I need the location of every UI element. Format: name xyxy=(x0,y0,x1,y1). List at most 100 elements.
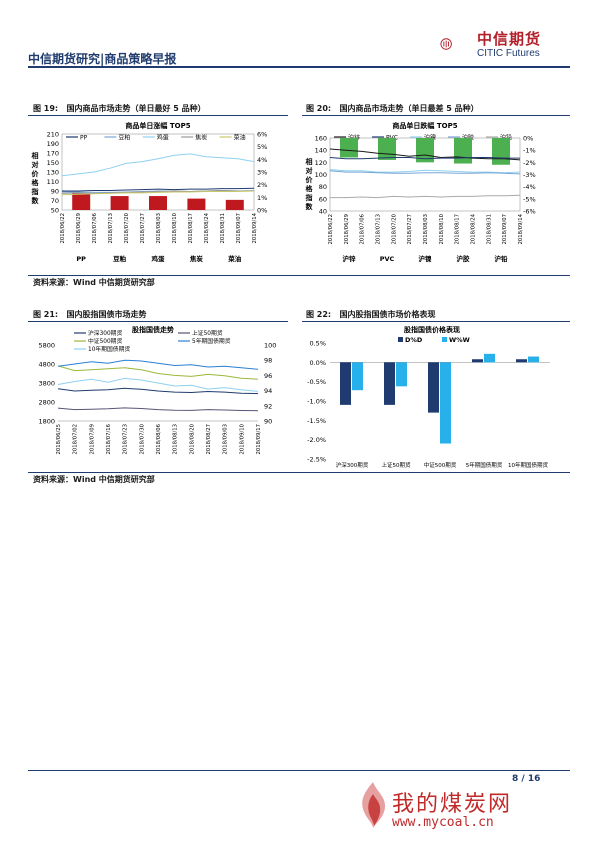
source-note-2: 资料来源：Wind 中信期货研究部 xyxy=(33,475,155,484)
y-tick-label: 4800 xyxy=(38,361,55,369)
x-tick-label: 2018/06/25 xyxy=(56,424,62,455)
x-tick-label: 2018/09/03 xyxy=(223,424,229,455)
category-label: PP xyxy=(76,255,86,263)
x-tick-label: 2018/08/20 xyxy=(189,423,195,454)
bar-4 xyxy=(225,199,244,210)
bar-1-4 xyxy=(528,356,539,363)
series-line-2 xyxy=(57,365,259,380)
x-tick-label: 2018/06/22 xyxy=(60,213,66,244)
y2-tick-label: 0% xyxy=(257,207,267,215)
y-axis-label-char: 格 xyxy=(306,184,314,193)
y-axis-label-char: 指 xyxy=(32,187,39,196)
x-tick-label: 2018/08/03 xyxy=(423,214,429,245)
y-tick-label: 3800 xyxy=(38,380,55,388)
y2-tick-label: 98 xyxy=(264,357,272,365)
y-tick-label: 2800 xyxy=(38,399,55,407)
legend-label: 焦炭 xyxy=(195,134,207,142)
x-tick-label: 2018/06/29 xyxy=(76,213,82,244)
x-tick-label: 2018/07/16 xyxy=(106,423,112,454)
legend-swatch xyxy=(442,337,447,342)
bar-1-3 xyxy=(484,353,495,363)
x-tick-label: 2018/07/27 xyxy=(140,213,146,244)
y2-tick-label: -4% xyxy=(523,183,536,191)
series-line-1 xyxy=(57,407,259,412)
x-tick-label: 2018/09/14 xyxy=(252,212,258,243)
source-note-1: 资料来源：Wind 中信期货研究部 xyxy=(33,278,155,287)
y-axis-label-char: 相 xyxy=(32,151,39,160)
bar-2 xyxy=(416,138,434,163)
legend-label: PP xyxy=(80,135,88,142)
source-rule-2 xyxy=(28,472,570,473)
x-tick-label: 2018/07/06 xyxy=(92,212,98,243)
legend-label: 沪铅 xyxy=(500,134,512,142)
y-tick-label: -2.5% xyxy=(307,456,326,464)
bar-0-0 xyxy=(340,362,351,405)
y-tick-label: 150 xyxy=(47,159,59,167)
x-tick-label: 2018/07/20 xyxy=(124,212,130,243)
y-tick-label: 90 xyxy=(51,188,59,196)
x-tick-label: 2018/07/13 xyxy=(376,214,382,245)
fig22-title: 图 22: 国内股指国债市场价格表现 xyxy=(306,310,436,319)
x-tick-label: 2018/08/17 xyxy=(455,214,461,245)
y-tick-label: -1.5% xyxy=(307,417,326,425)
series-line-3 xyxy=(329,170,521,175)
x-tick-label: 2018/08/17 xyxy=(188,213,194,244)
y-tick-label: 130 xyxy=(47,169,59,177)
y2-tick-label: 94 xyxy=(264,387,272,395)
watermark-cn: 我的煤炭网 xyxy=(392,792,513,817)
y-tick-label: 60 xyxy=(319,195,327,203)
y2-tick-label: 6% xyxy=(257,131,267,139)
y-axis-label-char: 数 xyxy=(306,202,314,211)
y-tick-label: 50 xyxy=(51,207,59,215)
y2-tick-label: 1% xyxy=(257,194,267,202)
bar-0-1 xyxy=(384,362,395,405)
x-tick-label: 2018/07/02 xyxy=(73,424,79,455)
x-tick-label: 2018/09/10 xyxy=(239,423,245,454)
x-tick-label: 2018/09/17 xyxy=(256,424,262,455)
x-tick-label: 2018/08/10 xyxy=(439,213,445,244)
y-tick-label: 0.5% xyxy=(309,340,326,348)
legend-swatch xyxy=(398,337,403,342)
fig20-title: 图 20: 国内商品市场走势（单日最差 5 品种） xyxy=(306,104,479,113)
x-tick-label: 2018/07/06 xyxy=(360,213,366,244)
y-axis-label-char: 价 xyxy=(306,176,314,184)
x-tick-label: 2018/09/14 xyxy=(518,213,524,244)
y-tick-label: 1800 xyxy=(38,418,55,426)
header-divider xyxy=(28,66,570,68)
y2-tick-label: 2% xyxy=(257,181,267,189)
category-label: 沪深300期货 xyxy=(336,461,369,468)
bar-1 xyxy=(378,138,396,160)
fig19-title: 图 19: 国内商品市场走势（单日最好 5 品种） xyxy=(33,104,206,113)
x-tick-label: 2018/09/07 xyxy=(236,213,242,244)
chart-title: 股指国债价格表现 xyxy=(403,325,460,334)
fig19-rule xyxy=(28,115,288,116)
x-tick-label: 2018/09/07 xyxy=(502,214,508,245)
legend-label: 鸡蛋 xyxy=(157,134,169,142)
category-label: 焦炭 xyxy=(189,254,204,263)
y-tick-label: 80 xyxy=(319,183,327,191)
category-label: 豆粕 xyxy=(113,254,127,263)
bar-3 xyxy=(187,198,206,210)
y2-tick-label: -1% xyxy=(523,147,536,155)
y2-tick-label: 96 xyxy=(264,372,272,380)
series-line-3 xyxy=(57,359,259,370)
legend-label: 5年期国债期货 xyxy=(192,337,231,345)
y-tick-label: 70 xyxy=(51,197,59,205)
x-tick-label: 2018/06/29 xyxy=(344,214,350,245)
legend-label: 上证50期货 xyxy=(192,329,223,337)
bar-0 xyxy=(72,193,91,210)
series-line-2 xyxy=(61,153,255,177)
logo-text-en: CITIC Futures xyxy=(477,48,540,59)
y-tick-label: 100 xyxy=(315,171,327,179)
y-tick-label: 5800 xyxy=(38,342,55,350)
bar-1-2 xyxy=(440,362,451,444)
x-tick-label: 2018/07/30 xyxy=(139,423,145,454)
x-tick-label: 2018/07/20 xyxy=(391,213,397,244)
series-line-0 xyxy=(329,148,521,161)
y2-tick-label: -3% xyxy=(523,171,536,179)
report-header-title: 中信期货研究|商品策略早报 xyxy=(28,52,177,66)
bar-1 xyxy=(110,196,129,210)
category-label: 沪镍 xyxy=(419,254,433,263)
legend-label: 菜油 xyxy=(234,134,246,142)
y2-tick-label: 4% xyxy=(257,156,267,164)
